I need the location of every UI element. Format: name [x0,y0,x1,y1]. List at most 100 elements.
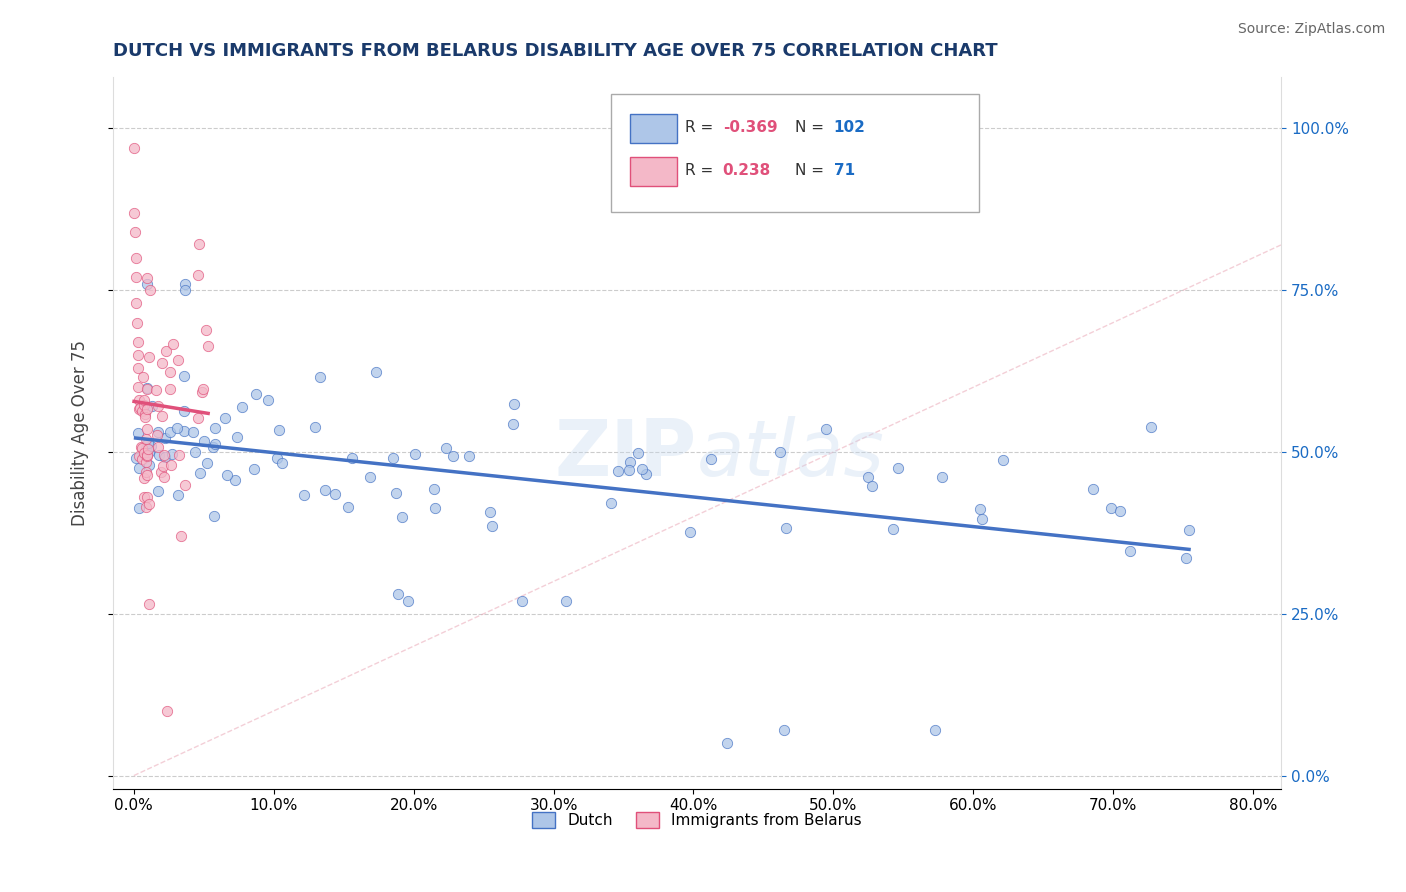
Point [434,441,457,455]
Point [135,500,157,514]
Point [153,449,176,463]
Point [131,441,153,455]
Point [152,459,174,474]
Text: N =: N = [796,163,830,178]
Point [129,440,152,454]
Point [423,483,446,497]
Point [814,422,837,436]
Point [856,470,879,484]
Point [167,352,190,367]
Point [135,442,157,456]
Point [139,439,162,453]
Point [366,365,388,379]
Point [135,433,157,447]
Point [160,447,183,461]
Point [204,420,226,434]
FancyBboxPatch shape [630,157,678,186]
Point [204,436,226,450]
Point [257,393,280,408]
Point [174,277,197,291]
Point [404,446,426,460]
Point [202,440,225,454]
Point [187,268,209,282]
Point [159,365,181,379]
Point [135,271,157,285]
Point [860,479,883,493]
Point [127,348,149,362]
Point [134,407,156,421]
Text: Source: ZipAtlas.com: Source: ZipAtlas.com [1237,22,1385,37]
Point [134,410,156,425]
Point [188,466,211,480]
Point [193,434,215,449]
Point [627,446,650,460]
Point [679,525,702,540]
Point [162,337,184,351]
Point [173,369,195,384]
Point [931,470,953,484]
Text: N =: N = [796,120,830,136]
Point [146,399,169,413]
Point [136,277,159,291]
Point [145,384,167,398]
Text: atlas: atlas [697,416,884,491]
Point [243,462,266,476]
Point [138,445,160,459]
Point [139,283,162,297]
Point [135,490,157,504]
Point [304,420,326,434]
Point [128,401,150,416]
Point [134,471,156,485]
Point [215,467,238,482]
Point [214,411,236,425]
Text: DUTCH VS IMMIGRANTS FROM BELARUS DISABILITY AGE OVER 75 CORRELATION CHART: DUTCH VS IMMIGRANTS FROM BELARUS DISABIL… [112,42,997,60]
Point [554,594,576,608]
Point [775,521,797,535]
Text: 71: 71 [834,163,855,178]
Y-axis label: Disability Age Over 75: Disability Age Over 75 [72,340,89,525]
Point [136,468,159,483]
Point [128,393,150,408]
Point [173,283,195,297]
Point [600,496,623,510]
Point [1108,504,1130,518]
Point [245,387,267,401]
Point [478,506,501,520]
FancyBboxPatch shape [630,114,678,143]
Point [195,456,218,470]
Point [631,462,654,476]
Point [135,465,157,479]
Point [292,488,315,502]
Point [128,500,150,515]
Point [1175,551,1198,566]
Point [173,477,195,491]
Point [127,334,149,349]
Point [993,452,1015,467]
Point [153,470,176,484]
Point [128,401,150,416]
Point [1140,420,1163,434]
Point [125,251,148,265]
Legend: Dutch, Immigrants from Belarus: Dutch, Immigrants from Belarus [526,806,868,834]
Point [970,512,993,526]
Point [441,450,464,464]
Point [173,424,195,438]
Point [148,425,170,439]
Point [270,456,292,470]
Point [202,509,225,524]
Point [191,382,214,396]
Point [150,409,173,424]
Point [136,402,159,417]
Point [886,461,908,475]
Point [503,397,526,411]
Point [138,350,160,364]
Point [131,404,153,418]
Point [136,422,159,436]
Point [125,316,148,330]
Point [167,488,190,502]
Point [481,519,503,533]
Point [124,450,146,465]
Point [619,463,641,477]
Point [169,448,191,462]
Point [153,450,176,464]
